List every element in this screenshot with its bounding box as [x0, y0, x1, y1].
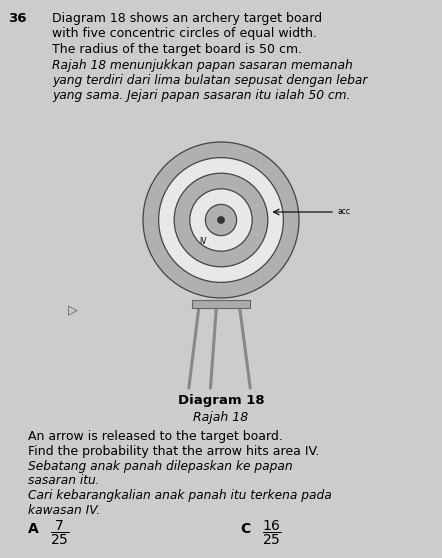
Text: Find the probability that the arrow hits area IV.: Find the probability that the arrow hits… — [28, 445, 320, 459]
Text: Cari kebarangkalian anak panah itu terkena pada: Cari kebarangkalian anak panah itu terke… — [28, 489, 332, 502]
Circle shape — [217, 217, 225, 224]
Text: 36: 36 — [8, 12, 27, 25]
Text: C: C — [240, 522, 250, 536]
Text: Rajah 18: Rajah 18 — [194, 411, 248, 424]
Text: A: A — [28, 522, 39, 536]
Bar — [192, 300, 250, 308]
Text: Rajah 18 menunjukkan papan sasaran memanah: Rajah 18 menunjukkan papan sasaran meman… — [52, 60, 353, 73]
Circle shape — [174, 173, 268, 267]
Text: yang sama. Jejari papan sasaran itu ialah 50 cm.: yang sama. Jejari papan sasaran itu iala… — [52, 89, 351, 102]
Text: IV: IV — [199, 238, 207, 247]
Circle shape — [206, 204, 236, 235]
Text: An arrow is released to the target board.: An arrow is released to the target board… — [28, 430, 283, 443]
Text: kawasan IV.: kawasan IV. — [28, 503, 100, 517]
Text: Diagram 18 shows an archery target board: Diagram 18 shows an archery target board — [52, 12, 322, 25]
Text: Sebatang anak panah dilepaskan ke papan: Sebatang anak panah dilepaskan ke papan — [28, 460, 293, 473]
Text: Diagram 18: Diagram 18 — [178, 394, 264, 407]
Circle shape — [159, 157, 283, 282]
Text: ▷: ▷ — [68, 304, 78, 316]
Text: sasaran itu.: sasaran itu. — [28, 474, 99, 488]
Circle shape — [143, 142, 299, 298]
Text: yang terdiri dari lima bulatan sepusat dengan lebar: yang terdiri dari lima bulatan sepusat d… — [52, 74, 367, 87]
Circle shape — [190, 189, 252, 251]
Text: with five concentric circles of equal width.: with five concentric circles of equal wi… — [52, 27, 317, 41]
Text: $\dfrac{7}{25}$: $\dfrac{7}{25}$ — [50, 519, 70, 547]
Text: acc: acc — [338, 208, 351, 217]
Text: $\dfrac{16}{25}$: $\dfrac{16}{25}$ — [262, 519, 282, 547]
Text: The radius of the target board is 50 cm.: The radius of the target board is 50 cm. — [52, 43, 302, 56]
